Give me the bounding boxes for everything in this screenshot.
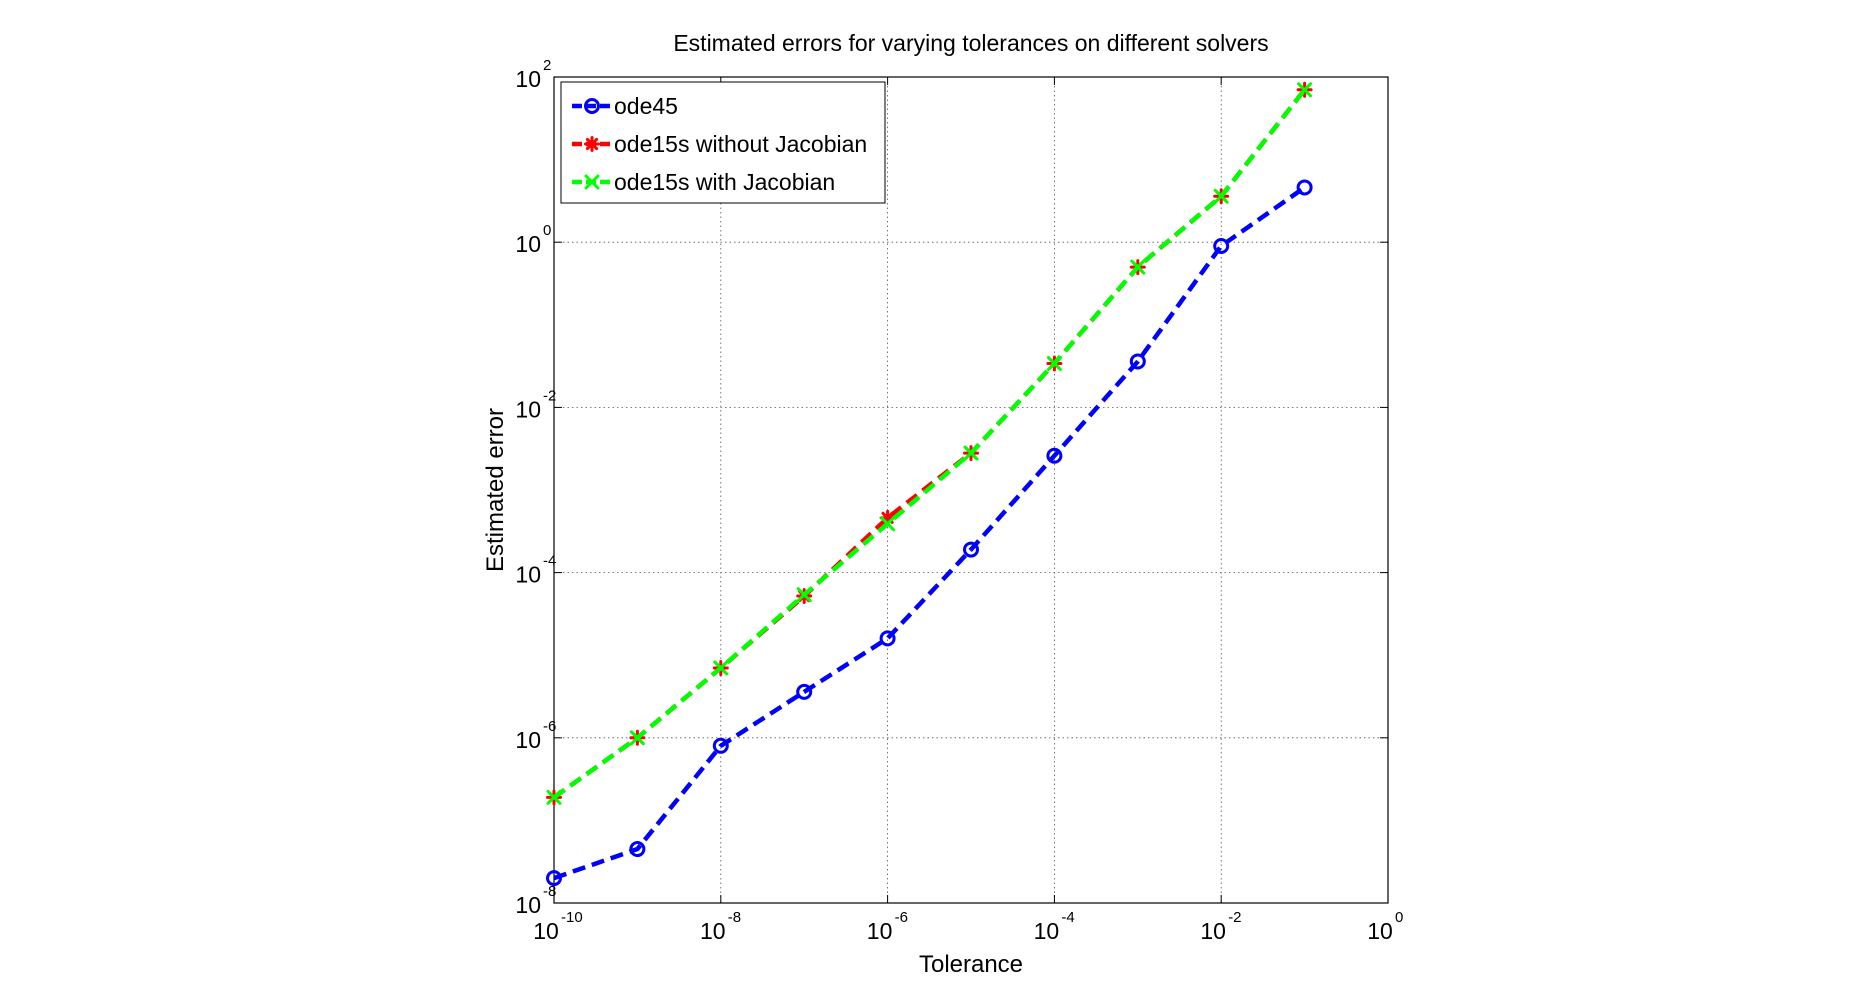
series-line (553, 185, 1306, 881)
data-point (629, 841, 646, 858)
data-point (1296, 179, 1313, 196)
x-tick-label: 10 (700, 918, 726, 944)
legend-label: ode15s without Jacobian (614, 131, 867, 157)
x-axis-label: Tolerance (919, 951, 1023, 978)
legend-swatch-marker (584, 98, 600, 114)
x-stroke (1297, 82, 1313, 98)
data-point (1213, 188, 1229, 204)
x-tick-label: 10 (1034, 918, 1060, 944)
x-stroke (629, 730, 645, 746)
x-tick-label: 10 (1200, 918, 1226, 944)
data-point (963, 541, 979, 558)
x-tick-exponent: -10 (561, 909, 583, 926)
x-stroke (796, 587, 812, 603)
data-point (1130, 259, 1146, 275)
data-point (712, 737, 729, 754)
data-point (1046, 447, 1063, 464)
legend-label: ode15s with Jacobian (614, 169, 835, 195)
x-stroke (1213, 188, 1229, 204)
data-point (1297, 82, 1313, 98)
star-stroke (585, 137, 599, 151)
x-stroke (546, 789, 562, 805)
x-tick-exponent: -2 (1228, 909, 1241, 926)
y-tick-exponent: 0 (543, 222, 551, 239)
data-point (713, 660, 729, 676)
series-0 (546, 179, 1313, 887)
data-point (880, 516, 896, 532)
x-tick-exponent: 0 (1395, 909, 1403, 926)
y-axis-label: Estimated error (482, 408, 509, 572)
legend-swatch-marker (584, 174, 600, 190)
data-point (1129, 353, 1146, 370)
data-point (963, 445, 979, 461)
data-point (1213, 237, 1230, 254)
y-tick-label: 10 (515, 892, 541, 918)
y-tick-label: 10 (515, 396, 541, 422)
y-tick-label: 10 (515, 562, 541, 588)
data-point (879, 630, 896, 647)
plot-frame (553, 76, 1389, 904)
series-layer (546, 81, 1313, 887)
y-tick-label: 10 (515, 231, 541, 257)
legend-box (560, 81, 886, 204)
y-tick-exponent: -2 (543, 387, 556, 404)
y-tick-exponent: -6 (543, 718, 556, 735)
legend: ode45 ode15s without Jacobian ode15s with … (560, 81, 886, 204)
series-line (552, 88, 1307, 800)
x-stroke (584, 174, 600, 190)
data-point (796, 587, 812, 603)
x-stroke (1130, 259, 1146, 275)
chart-title: Estimated errors for varying tolerances … (673, 30, 1268, 56)
y-tick-exponent: -4 (543, 553, 556, 570)
x-tick-label: 10 (533, 918, 559, 944)
x-stroke (1046, 355, 1062, 371)
data-point (546, 870, 562, 887)
y-tick-label: 10 (515, 727, 541, 753)
data-point (629, 730, 645, 746)
y-tick-exponent: 2 (543, 57, 551, 74)
x-tick-label: 10 (867, 918, 893, 944)
data-point (796, 683, 813, 700)
x-tick-exponent: -4 (1061, 909, 1074, 926)
y-tick-exponent: -8 (543, 883, 556, 900)
series-2 (546, 82, 1313, 805)
x-tick-exponent: -6 (895, 909, 908, 926)
legend-label: ode45 (614, 93, 678, 119)
x-stroke (963, 445, 979, 461)
x-tick-label: 10 (1367, 918, 1393, 944)
y-tick-label: 10 (515, 66, 541, 92)
x-stroke (713, 660, 729, 676)
data-point (1046, 355, 1062, 371)
x-stroke (880, 516, 896, 532)
x-tick-exponent: -8 (728, 909, 741, 926)
legend-swatch-marker (584, 136, 600, 152)
axis-ticks: 10-1010-810-610-410-210010-810-610-410-2… (515, 57, 1403, 944)
data-point (546, 789, 562, 805)
